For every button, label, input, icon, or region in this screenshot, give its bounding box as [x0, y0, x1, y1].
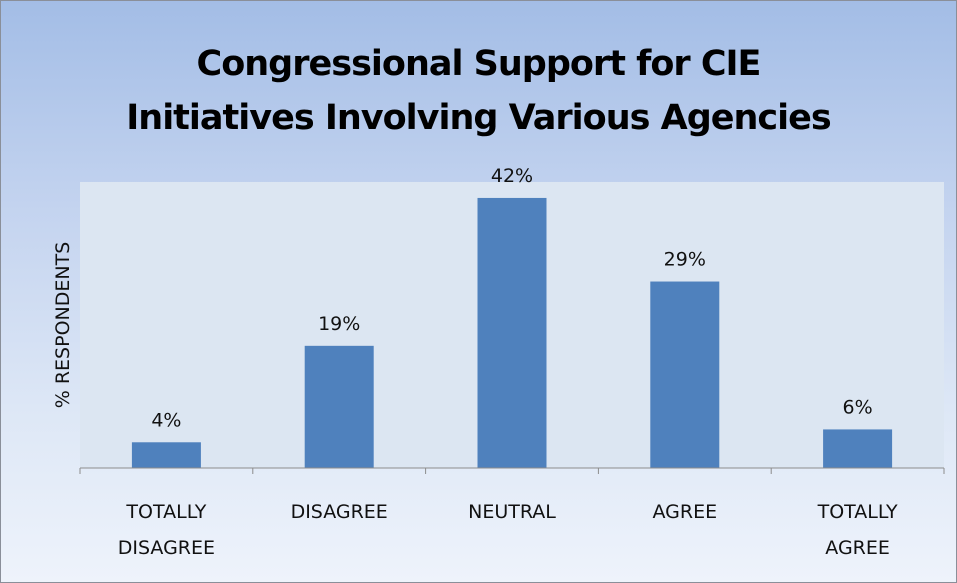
category-label: DISAGREE [291, 501, 388, 523]
category-label: NEUTRAL [468, 501, 556, 523]
data-label: 42% [491, 165, 533, 187]
data-label: 29% [664, 249, 706, 271]
chart-title: Congressional Support for CIE Initiative… [1, 37, 956, 145]
data-label: 19% [318, 313, 360, 335]
chart-title-line-1: Congressional Support for CIE [196, 44, 762, 84]
data-label: 6% [843, 396, 873, 418]
category-labels-group: TOTALLY DISAGREE DISAGREE NEUTRAL AGREE TOTAL… [118, 501, 898, 559]
chart-title-line-2: Initiatives Involving Various Agencies [126, 98, 832, 138]
data-labels-group: 4% 19% 42% 29% 6% [151, 165, 872, 431]
bar [823, 429, 893, 468]
bars-group [131, 197, 893, 468]
category-label: DISAGREE [118, 537, 215, 559]
bar [650, 281, 720, 468]
category-label: TOTALLY [125, 501, 206, 523]
data-label: 4% [151, 409, 181, 431]
category-label: AGREE [652, 501, 717, 523]
x-axis [79, 467, 945, 474]
category-label: TOTALLY [817, 501, 898, 523]
bar [131, 442, 201, 468]
category-label: AGREE [825, 537, 890, 559]
bar [304, 345, 374, 468]
y-axis-title: % RESPONDENTS [52, 242, 74, 409]
bar [477, 197, 547, 468]
